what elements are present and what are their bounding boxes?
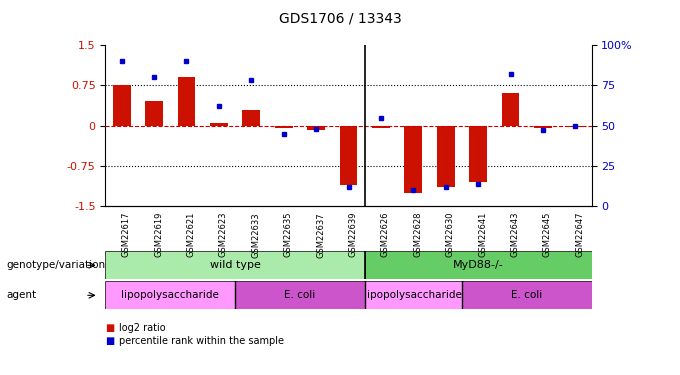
Bar [364, 251, 592, 279]
Bar [469, 126, 487, 182]
Bar [339, 126, 358, 185]
Text: wild type: wild type [209, 260, 260, 270]
Text: E. coli: E. coli [284, 290, 316, 300]
Text: genotype/variation: genotype/variation [7, 260, 106, 270]
Text: GSM22626: GSM22626 [381, 212, 390, 257]
Text: GSM22637: GSM22637 [316, 212, 325, 258]
Bar [105, 251, 364, 279]
Text: GSM22645: GSM22645 [543, 212, 552, 257]
Text: GSM22635: GSM22635 [284, 212, 292, 257]
Text: lipopolysaccharide: lipopolysaccharide [364, 290, 462, 300]
Bar [145, 102, 163, 126]
Text: GSM22628: GSM22628 [413, 212, 422, 257]
Bar [502, 93, 520, 126]
Text: agent: agent [7, 290, 37, 300]
Text: MyD88-/-: MyD88-/- [453, 260, 503, 270]
Bar [364, 281, 462, 309]
Text: lipopolysaccharide: lipopolysaccharide [121, 290, 219, 300]
Text: ■: ■ [105, 323, 115, 333]
Text: GSM22617: GSM22617 [122, 212, 131, 257]
Text: GSM22643: GSM22643 [511, 212, 520, 257]
Text: E. coli: E. coli [511, 290, 543, 300]
Text: log2 ratio: log2 ratio [119, 323, 166, 333]
Bar [307, 126, 325, 130]
Bar [534, 126, 552, 128]
Bar [210, 123, 228, 126]
Text: GSM22619: GSM22619 [154, 212, 163, 257]
Bar [437, 126, 455, 188]
Bar [462, 281, 592, 309]
Text: GSM22621: GSM22621 [186, 212, 195, 257]
Bar [105, 281, 235, 309]
Text: percentile rank within the sample: percentile rank within the sample [119, 336, 284, 346]
Text: GSM22641: GSM22641 [478, 212, 487, 257]
Text: GSM22633: GSM22633 [252, 212, 260, 258]
Bar [566, 126, 584, 127]
Text: GSM22630: GSM22630 [446, 212, 455, 257]
Text: GSM22647: GSM22647 [575, 212, 584, 257]
Bar [242, 110, 260, 126]
Bar [405, 126, 422, 193]
Text: GSM22623: GSM22623 [219, 212, 228, 257]
Bar [177, 77, 195, 126]
Bar [235, 281, 364, 309]
Text: GDS1706 / 13343: GDS1706 / 13343 [279, 12, 401, 26]
Text: GSM22639: GSM22639 [348, 212, 358, 257]
Bar [372, 126, 390, 128]
Bar [275, 126, 292, 128]
Text: ■: ■ [105, 336, 115, 346]
Bar [113, 86, 131, 126]
